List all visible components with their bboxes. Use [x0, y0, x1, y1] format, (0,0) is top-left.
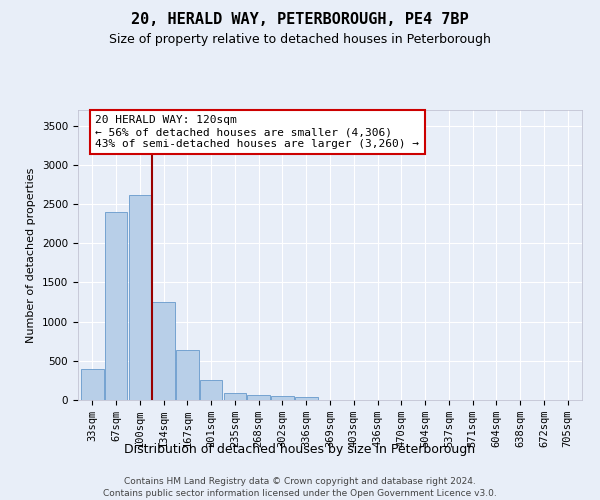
Bar: [224, 392, 246, 400]
Bar: [295, 397, 317, 400]
Bar: [81, 370, 104, 400]
Bar: [128, 196, 151, 400]
Bar: [271, 396, 294, 400]
Text: Contains HM Land Registry data © Crown copyright and database right 2024.: Contains HM Land Registry data © Crown c…: [124, 478, 476, 486]
Text: Contains public sector information licensed under the Open Government Licence v3: Contains public sector information licen…: [103, 489, 497, 498]
Text: Distribution of detached houses by size in Peterborough: Distribution of detached houses by size …: [124, 442, 476, 456]
Text: 20, HERALD WAY, PETERBOROUGH, PE4 7BP: 20, HERALD WAY, PETERBOROUGH, PE4 7BP: [131, 12, 469, 28]
Bar: [247, 396, 270, 400]
Bar: [200, 380, 223, 400]
Bar: [176, 350, 199, 400]
Bar: [105, 212, 127, 400]
Y-axis label: Number of detached properties: Number of detached properties: [26, 168, 37, 342]
Text: 20 HERALD WAY: 120sqm
← 56% of detached houses are smaller (4,306)
43% of semi-d: 20 HERALD WAY: 120sqm ← 56% of detached …: [95, 116, 419, 148]
Bar: [152, 302, 175, 400]
Text: Size of property relative to detached houses in Peterborough: Size of property relative to detached ho…: [109, 32, 491, 46]
